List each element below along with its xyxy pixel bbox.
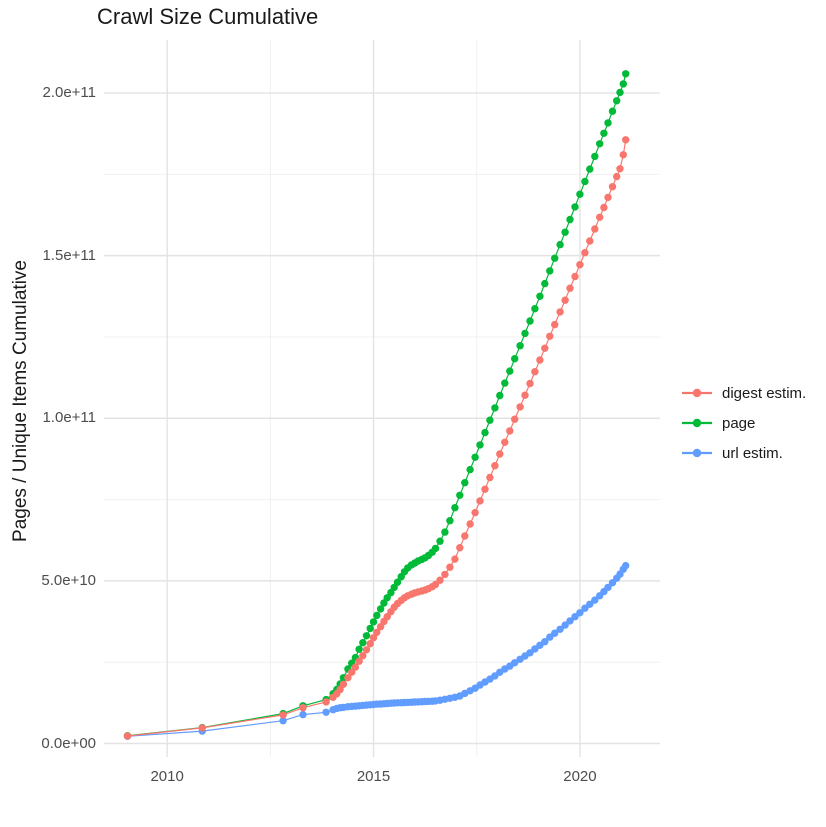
legend-key-icon: [682, 448, 712, 458]
series-line: [127, 565, 627, 737]
chart-title: Crawl Size Cumulative: [97, 4, 319, 29]
legend-key-icon: [682, 388, 712, 398]
legend-item-digest-estim: digest estim.: [680, 378, 806, 408]
series-line: [127, 139, 627, 737]
y-tick-label: 2.0e+11: [42, 84, 96, 101]
legend-label: page: [722, 414, 756, 432]
x-tick-label: 2020: [563, 768, 597, 785]
y-tick-label: 1.0e+11: [42, 409, 96, 427]
legend-label: digest estim.: [722, 384, 807, 402]
y-axis-title: Pages / Unique Items Cumulative: [10, 260, 31, 542]
legend-label: url estim.: [722, 444, 783, 462]
y-tick-label: 1.5e+11: [42, 246, 96, 264]
series-url-estim: [123, 561, 630, 740]
gridlines-major: [104, 40, 660, 757]
legend: digest estim. page url estim.: [680, 378, 806, 468]
x-tick-label: 2015: [356, 768, 391, 785]
series-digest-estim: [123, 136, 630, 740]
y-tick-label: 0.0e+00: [41, 734, 96, 752]
y-tick-label: 5.0e+10: [41, 571, 96, 589]
legend-item-url-estim: url estim.: [680, 438, 806, 468]
gridlines-minor: [104, 40, 660, 757]
x-tick-label: 2010: [150, 768, 184, 785]
legend-item-page: page: [680, 408, 806, 438]
legend-key-icon: [682, 418, 712, 428]
